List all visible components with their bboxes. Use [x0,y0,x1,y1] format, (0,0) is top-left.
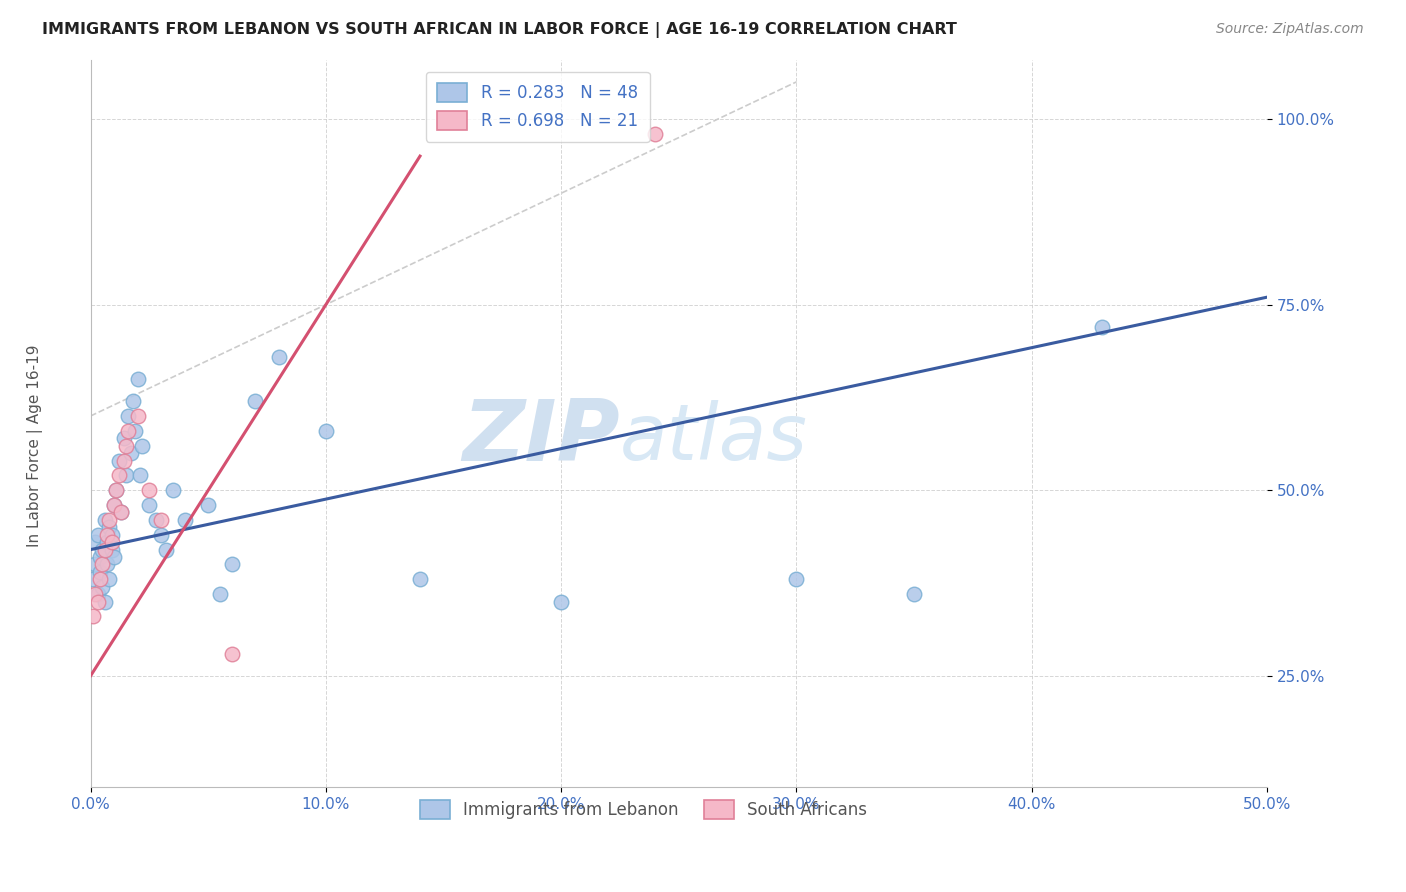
Point [173,513,195,527]
Point [108,468,131,483]
Point [112,453,135,467]
Point [409,572,432,586]
Point [105,483,128,498]
Point [138,483,160,498]
Point [221,647,243,661]
Point [93,542,115,557]
Point [101,535,124,549]
Point [86,527,108,541]
Point [903,587,925,601]
Point [1091,319,1114,334]
Point [112,431,135,445]
Text: Source: ZipAtlas.com: Source: ZipAtlas.com [1216,22,1364,37]
Point [96,535,118,549]
Point [150,527,173,541]
Point [101,527,124,541]
Point [131,439,153,453]
Point [82,609,104,624]
Point [267,350,290,364]
Point [84,558,107,572]
Point [98,520,121,534]
Point [86,587,108,601]
Point [96,558,118,572]
Point [98,572,121,586]
Point [89,565,111,579]
Point [93,594,115,608]
Legend: Immigrants from Lebanon, South Africans: Immigrants from Lebanon, South Africans [413,794,873,826]
Point [101,542,124,557]
Point [91,558,114,572]
Point [155,542,177,557]
Point [162,483,184,498]
Point [117,424,139,438]
Point [89,549,111,564]
Point [98,513,121,527]
Point [785,572,807,586]
Point [89,572,111,586]
Point [93,513,115,527]
Point [110,506,132,520]
Point [644,127,666,141]
Point [103,498,125,512]
Point [82,572,104,586]
Point [117,409,139,423]
Point [208,587,231,601]
Text: ZIP: ZIP [463,396,620,479]
Text: IMMIGRANTS FROM LEBANON VS SOUTH AFRICAN IN LABOR FORCE | AGE 16-19 CORRELATION : IMMIGRANTS FROM LEBANON VS SOUTH AFRICAN… [42,22,957,38]
Point [84,587,107,601]
Point [120,446,142,460]
Point [103,498,125,512]
Point [122,394,145,409]
Point [91,542,114,557]
Point [127,372,149,386]
Point [221,558,243,572]
Point [197,498,219,512]
Point [124,424,146,438]
Point [105,483,128,498]
Point [108,453,131,467]
Point [550,594,572,608]
Point [115,439,138,453]
Point [96,527,118,541]
Point [84,535,107,549]
Point [245,394,267,409]
Point [138,498,160,512]
Point [86,594,108,608]
Point [127,409,149,423]
Point [115,468,138,483]
Text: atlas: atlas [620,400,808,476]
Point [315,424,337,438]
Point [110,506,132,520]
Point [91,580,114,594]
Point [103,549,125,564]
Point [129,468,152,483]
Point [150,513,173,527]
Text: In Labor Force | Age 16-19: In Labor Force | Age 16-19 [27,344,44,548]
Point [145,513,167,527]
